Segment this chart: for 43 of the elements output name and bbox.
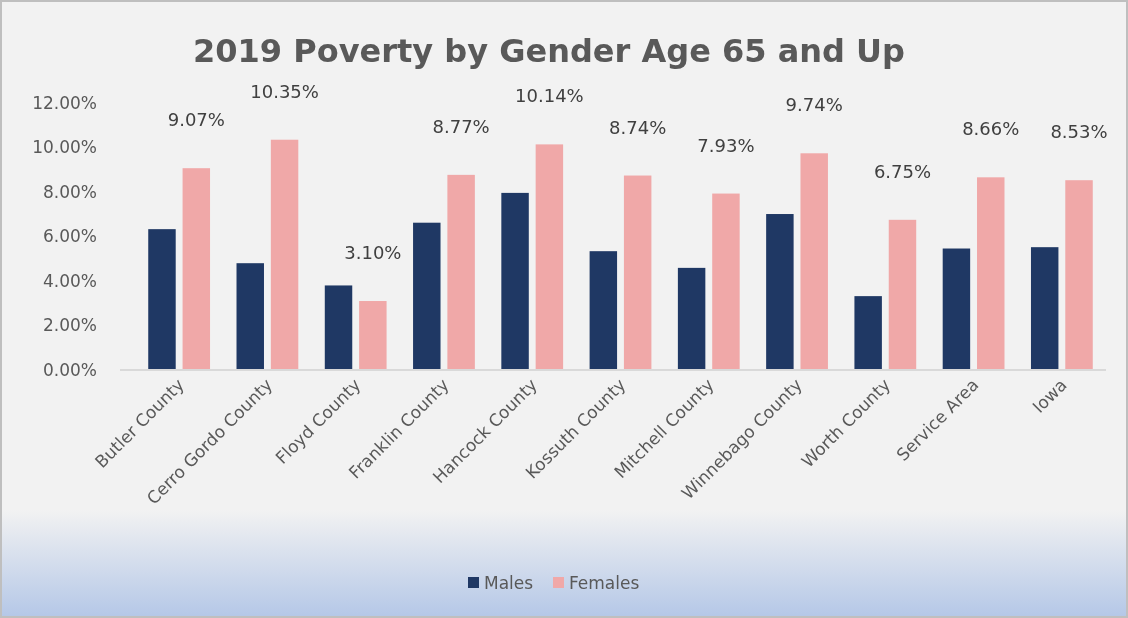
bar [148,229,176,370]
data-label: 6.75% [873,160,932,182]
bar [447,174,475,370]
bar [888,219,917,370]
bar [236,263,264,370]
data-label: 10.14% [515,85,584,107]
data-label: 9.74% [785,94,843,116]
y-tick-label: 4.00% [42,270,97,291]
bar [359,301,387,370]
bar [942,248,971,370]
data-label: 3.10% [344,242,402,264]
legend-label: Males [484,572,534,593]
bar [270,139,299,370]
legend-label: Females [569,572,640,593]
data-label: 9.07% [167,109,225,131]
data-label: 8.77% [432,115,490,137]
bar [324,285,353,370]
bar [712,193,740,370]
y-tick-label: 6.00% [42,226,97,247]
bar [766,214,794,370]
bar [1065,180,1093,370]
y-tick-label: 8.00% [42,181,97,202]
bar [501,192,529,370]
bar [677,267,706,370]
bar [413,222,441,370]
bar [182,168,211,370]
data-label: 7.93% [697,134,755,156]
y-tick-label: 0.00% [42,359,97,380]
data-label: 10.35% [250,80,319,102]
chart-title: 2019 Poverty by Gender Age 65 and Up [193,32,905,70]
bar [623,175,652,370]
data-label: 8.66% [962,118,1020,140]
bar [854,296,882,370]
y-tick-label: 12.00% [32,92,97,113]
data-label: 8.53% [1050,121,1108,143]
bar [1030,247,1059,370]
bar [800,153,828,370]
y-tick-label: 2.00% [42,315,97,336]
bar [977,177,1005,370]
bar [589,251,618,370]
data-label: 8.74% [609,116,667,138]
y-tick-label: 10.00% [32,137,97,158]
bar [535,144,564,370]
